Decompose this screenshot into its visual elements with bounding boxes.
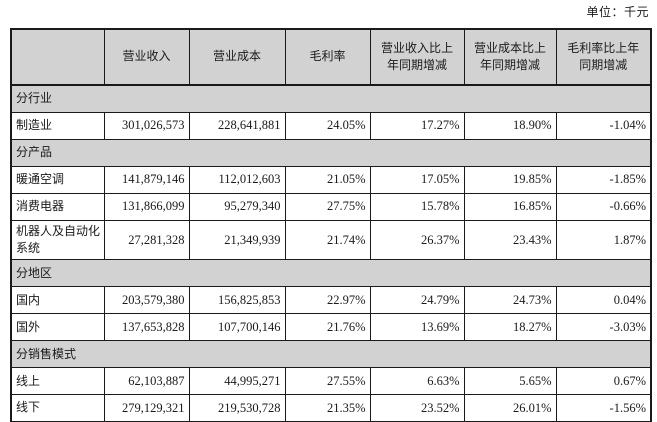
value-cell: -1.56% xyxy=(555,394,652,422)
header-cell-revenue-yoy: 营业收入比上年同期增减 xyxy=(369,28,465,86)
table-row: 暖通空调 141,879,146 112,012,603 21.05% 17.05% 19… xyxy=(10,165,652,194)
value-cell: 301,026,573 xyxy=(103,111,190,140)
table-row: 制造业 301,026,573 228,641,881 24.05% 17.27% 18.… xyxy=(10,111,652,140)
section-label: 分销售模式 xyxy=(10,340,652,369)
value-cell: 17.05% xyxy=(369,165,465,194)
value-cell: 23.52% xyxy=(369,394,465,422)
value-cell: -1.85% xyxy=(555,165,652,194)
value-cell: 16.85% xyxy=(463,192,557,221)
value-cell: 228,641,881 xyxy=(188,111,286,140)
row-label: 机器人及自动化系统 xyxy=(10,219,105,261)
value-cell: 21.05% xyxy=(284,165,371,194)
value-cell: 24.79% xyxy=(369,286,465,315)
section-row: 分地区 xyxy=(10,259,652,288)
row-label: 消费电器 xyxy=(10,192,105,221)
header-cell-cost: 营业成本 xyxy=(188,28,286,86)
value-cell: 203,579,380 xyxy=(103,286,190,315)
section-row: 分销售模式 xyxy=(10,340,652,369)
value-cell: 131,866,099 xyxy=(103,192,190,221)
section-label: 分产品 xyxy=(10,138,652,167)
value-cell: 27.55% xyxy=(284,367,371,396)
value-cell: 21.74% xyxy=(284,219,371,261)
unit-label: 单位：千元 xyxy=(586,5,649,19)
table-row: 机器人及自动化系统 27,281,328 21,349,939 21.74% 26.37… xyxy=(10,219,652,261)
value-cell: -0.66% xyxy=(555,192,652,221)
value-cell: 13.69% xyxy=(369,313,465,342)
header-cell-cost-yoy: 营业成本比上年同期增减 xyxy=(463,28,557,86)
row-label: 线下 xyxy=(10,394,105,422)
section-label: 分地区 xyxy=(10,259,652,288)
table-header-row: 营业收入 营业成本 毛利率 营业收入比上年同期增减 营业成本比上年同期增减 毛利… xyxy=(10,28,652,86)
value-cell: 1.87% xyxy=(555,219,652,261)
value-cell: 219,530,728 xyxy=(188,394,286,422)
row-label: 制造业 xyxy=(10,111,105,140)
value-cell: 141,879,146 xyxy=(103,165,190,194)
value-cell: 156,825,853 xyxy=(188,286,286,315)
row-label: 国内 xyxy=(10,286,105,315)
value-cell: 95,279,340 xyxy=(188,192,286,221)
table-row: 消费电器 131,866,099 95,279,340 27.75% 15.78% 16.… xyxy=(10,192,652,221)
value-cell: 21.76% xyxy=(284,313,371,342)
table-row: 国内 203,579,380 156,825,853 22.97% 24.79% 24.7… xyxy=(10,286,652,315)
section-label: 分行业 xyxy=(10,84,652,113)
value-cell: 44,995,271 xyxy=(188,367,286,396)
header-cell-gross-margin: 毛利率 xyxy=(284,28,371,86)
value-cell: 27,281,328 xyxy=(103,219,190,261)
row-label: 暖通空调 xyxy=(10,165,105,194)
value-cell: 19.85% xyxy=(463,165,557,194)
table-row: 线下 279,129,321 219,530,728 21.35% 23.52% 26.0… xyxy=(10,394,652,422)
header-cell-revenue: 营业收入 xyxy=(103,28,190,86)
value-cell: 5.65% xyxy=(463,367,557,396)
header-cell-margin-yoy: 毛利率比上年同期增减 xyxy=(555,28,652,86)
value-cell: 137,653,828 xyxy=(103,313,190,342)
table-row: 线上 62,103,887 44,995,271 27.55% 6.63% 5.65% 0.… xyxy=(10,367,652,396)
value-cell: 6.63% xyxy=(369,367,465,396)
row-label: 线上 xyxy=(10,367,105,396)
section-row: 分行业 xyxy=(10,84,652,113)
value-cell: 21.35% xyxy=(284,394,371,422)
section-row: 分产品 xyxy=(10,138,652,167)
header-cell-blank xyxy=(10,28,105,86)
value-cell: 22.97% xyxy=(284,286,371,315)
value-cell: 62,103,887 xyxy=(103,367,190,396)
value-cell: 15.78% xyxy=(369,192,465,221)
value-cell: 107,700,146 xyxy=(188,313,286,342)
row-label: 国外 xyxy=(10,313,105,342)
value-cell: -1.04% xyxy=(555,111,652,140)
value-cell: 21,349,939 xyxy=(188,219,286,261)
value-cell: 18.90% xyxy=(463,111,557,140)
value-cell: 24.73% xyxy=(463,286,557,315)
table-row: 国外 137,653,828 107,700,146 21.76% 13.69% 18.2… xyxy=(10,313,652,342)
value-cell: 24.05% xyxy=(284,111,371,140)
value-cell: 23.43% xyxy=(463,219,557,261)
value-cell: 18.27% xyxy=(463,313,557,342)
revenue-breakdown-table: 营业收入 营业成本 毛利率 营业收入比上年同期增减 营业成本比上年同期增减 毛利… xyxy=(10,28,652,422)
value-cell: 0.04% xyxy=(555,286,652,315)
value-cell: 0.67% xyxy=(555,367,652,396)
value-cell: 279,129,321 xyxy=(103,394,190,422)
value-cell: 27.75% xyxy=(284,192,371,221)
value-cell: 112,012,603 xyxy=(188,165,286,194)
value-cell: 17.27% xyxy=(369,111,465,140)
value-cell: -3.03% xyxy=(555,313,652,342)
table-body: 分行业 制造业 301,026,573 228,641,881 24.05% 17.27%… xyxy=(10,84,652,422)
value-cell: 26.01% xyxy=(463,394,557,422)
value-cell: 26.37% xyxy=(369,219,465,261)
